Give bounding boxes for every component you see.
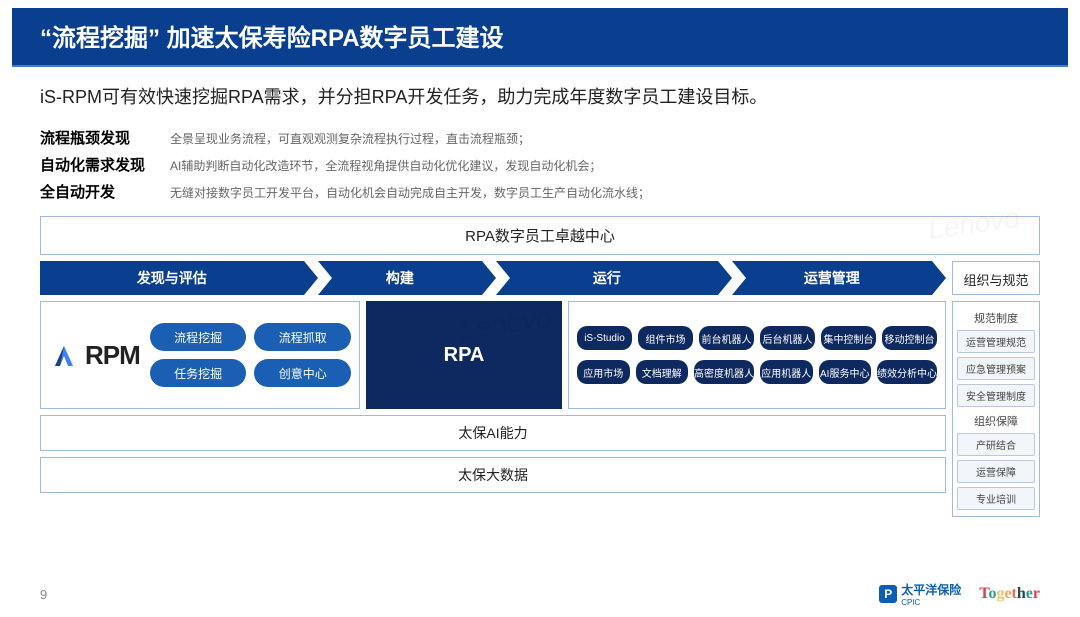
ops-item: 绩效分析中心: [877, 360, 937, 384]
center-header: RPA数字员工卓越中心: [40, 216, 1040, 255]
bullet-label: 流程瓶颈发现: [40, 127, 170, 148]
bullet-row: 流程瓶颈发现 全景呈现业务流程，可直观观测复杂流程执行过程，直击流程瓶颈；: [40, 127, 1040, 148]
capability-bigdata: 太保大数据: [40, 457, 946, 493]
cpic-cn: 太平洋保险: [901, 581, 961, 598]
side-item: 安全管理制度: [957, 384, 1035, 407]
phase-arrow-operate: 运营管理: [732, 261, 932, 295]
phase-arrow-discover: 发现与评估: [40, 261, 304, 295]
phase-arrow-run: 运行: [496, 261, 717, 295]
slide-subtitle: iS-RPM可有效快速挖掘RPA需求，并分担RPA开发任务，助力完成年度数字员工…: [40, 83, 1040, 109]
side-section-label: 规范制度: [957, 310, 1035, 326]
architecture-diagram: RPA数字员工卓越中心 发现与评估 构建 运行 运营管理: [40, 216, 1040, 517]
side-item: 产研结合: [957, 433, 1035, 456]
rpm-panel: RPM 流程挖掘 流程抓取 任务挖掘 创意中心: [40, 301, 360, 409]
rpm-btn-task: 任务挖掘: [150, 359, 247, 387]
bullet-text: 全景呈现业务流程，可直观观测复杂流程执行过程，直击流程瓶颈；: [170, 130, 530, 147]
ops-item: 应用机器人: [760, 360, 813, 384]
slide-footer: 9 P 太平洋保险 CPIC Together: [0, 581, 1080, 607]
cpic-logo-icon: P: [879, 585, 897, 603]
side-item: 应急管理预案: [957, 357, 1035, 380]
rpm-btn-capture: 流程抓取: [254, 323, 351, 351]
ops-item: 应用市场: [577, 360, 630, 384]
ops-item: AI服务中心: [819, 360, 872, 384]
rpm-logo-text: RPM: [85, 340, 140, 371]
bullet-row: 全自动开发 无缝对接数字员工开发平台，自动化机会自动完成自主开发，数字员工生产自…: [40, 181, 1040, 202]
ops-item: iS-Studio: [577, 326, 632, 350]
rpm-btn-mining: 流程挖掘: [150, 323, 247, 351]
side-item: 运营保障: [957, 460, 1035, 483]
slide-title: “流程挖掘” 加速太保寿险RPA数字员工建设: [12, 8, 1068, 65]
together-logo: Together: [979, 585, 1040, 603]
rpm-logo: RPM: [49, 340, 140, 371]
rpm-logo-icon: [49, 340, 79, 370]
ops-panel: iS-Studio 组件市场 前台机器人 后台机器人 集中控制台 移动控制台 应…: [568, 301, 946, 409]
bullet-row: 自动化需求发现 AI辅助判断自动化改造环节，全流程视角提供自动化优化建议，发现自…: [40, 154, 1040, 175]
ops-item: 文档理解: [636, 360, 689, 384]
rpa-block: RPA: [366, 301, 562, 409]
ops-item: 移动控制台: [882, 326, 937, 350]
capability-ai: 太保AI能力: [40, 415, 946, 451]
ops-item: 集中控制台: [821, 326, 876, 350]
bullet-text: AI辅助判断自动化改造环节，全流程视角提供自动化优化建议，发现自动化机会；: [170, 157, 601, 174]
bullet-label: 自动化需求发现: [40, 154, 170, 175]
side-item: 专业培训: [957, 487, 1035, 510]
title-underline: [12, 65, 1068, 67]
side-item: 运营管理规范: [957, 330, 1035, 353]
bullet-text: 无缝对接数字员工开发平台，自动化机会自动完成自主开发，数字员工生产自动化流水线；: [170, 184, 650, 201]
rpm-btn-idea: 创意中心: [254, 359, 351, 387]
phase-arrows: 发现与评估 构建 运行 运营管理: [40, 261, 946, 295]
side-header: 组织与规范: [952, 261, 1040, 295]
side-section-label: 组织保障: [957, 413, 1035, 429]
ops-item: 前台机器人: [699, 326, 754, 350]
bullet-list: 流程瓶颈发现 全景呈现业务流程，可直观观测复杂流程执行过程，直击流程瓶颈； 自动…: [40, 127, 1040, 202]
cpic-en: CPIC: [901, 598, 961, 607]
ops-item: 组件市场: [638, 326, 693, 350]
phase-arrow-build: 构建: [318, 261, 483, 295]
ops-item: 高密度机器人: [694, 360, 754, 384]
cpic-logo: P 太平洋保险 CPIC: [879, 581, 961, 607]
page-number: 9: [40, 587, 47, 602]
ops-item: 后台机器人: [760, 326, 815, 350]
bullet-label: 全自动开发: [40, 181, 170, 202]
side-column: 组织与规范 规范制度 运营管理规范 应急管理预案 安全管理制度 组织保障 产研结…: [952, 261, 1040, 517]
